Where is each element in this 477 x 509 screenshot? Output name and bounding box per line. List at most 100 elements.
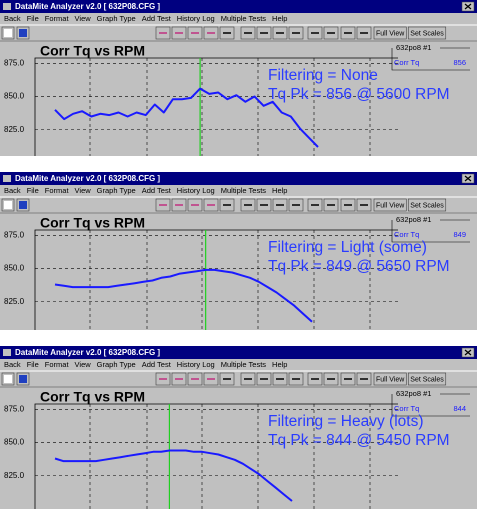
legend-frame xyxy=(391,47,470,71)
menu-item[interactable]: Graph Type xyxy=(97,186,136,195)
toolbar-text-button[interactable]: Set Scales xyxy=(407,198,447,212)
app-window: DataMite Analyzer v2.0 [ 632P08.CFG ] Bac… xyxy=(0,172,477,330)
annotation: Filtering = None xyxy=(268,67,378,84)
toolbar-text-button[interactable]: Full View xyxy=(373,198,407,212)
toolbar-icon xyxy=(4,29,12,37)
menu-item[interactable]: View xyxy=(75,186,92,195)
button-face xyxy=(373,26,407,40)
toolbar-icon xyxy=(4,201,12,209)
button-label: Set Scales xyxy=(410,30,444,37)
legend-title: 632po8 #1 xyxy=(396,389,431,398)
data-line xyxy=(54,87,319,148)
button-label: Set Scales xyxy=(410,202,444,209)
close-icon xyxy=(464,175,472,182)
window-title: DataMite Analyzer v2.0 [ 632P08.CFG ] xyxy=(15,174,160,183)
y-tick-label: 850.0 xyxy=(4,438,25,447)
menu-item[interactable]: Help xyxy=(272,186,287,195)
menu-item[interactable]: History Log xyxy=(177,186,215,195)
annotation: Tq Pk = 844 @ 5450 RPM xyxy=(268,432,450,449)
app-icon xyxy=(3,349,11,356)
y-tick-label: 825.0 xyxy=(4,471,25,480)
plot-frame xyxy=(34,229,398,330)
app-window: DataMite Analyzer v2.0 [ 632P08.CFG ] Bac… xyxy=(0,0,477,156)
y-tick-label: 875.0 xyxy=(4,230,25,239)
legend-entry: Corr Tq xyxy=(394,58,419,67)
menu-item[interactable]: Add Test xyxy=(142,360,172,369)
toolbar-text-button[interactable]: Set Scales xyxy=(407,26,447,40)
toolbar-text-button[interactable]: Full View xyxy=(373,372,407,386)
menu-item[interactable]: Multiple Tests xyxy=(221,14,267,23)
toolbar-text-button[interactable]: Set Scales xyxy=(407,372,447,386)
menu-item[interactable]: Graph Type xyxy=(97,14,136,23)
menu-item[interactable]: History Log xyxy=(177,360,215,369)
app-icon xyxy=(3,3,11,10)
annotation: Filtering = Light (some) xyxy=(268,239,427,256)
data-line xyxy=(54,449,293,502)
button-face xyxy=(373,198,407,212)
menu-item[interactable]: File xyxy=(27,360,39,369)
legend-entry: Corr Tq xyxy=(394,404,419,413)
app-icon xyxy=(3,175,11,182)
legend-value: 844 xyxy=(453,404,466,413)
legend-frame xyxy=(391,219,470,243)
toolbar-text-button[interactable]: Full View xyxy=(373,26,407,40)
menu-item[interactable]: Back xyxy=(4,186,21,195)
annotation: Tq Pk = 849 @ 5650 RPM xyxy=(268,258,450,275)
legend-title: 632po8 #1 xyxy=(396,215,431,224)
menu-item[interactable]: Add Test xyxy=(142,186,172,195)
button-label: Set Scales xyxy=(410,376,444,383)
window-bg xyxy=(0,172,477,330)
menu-item[interactable]: Back xyxy=(4,360,21,369)
menu-item[interactable]: Help xyxy=(272,14,287,23)
toolbar-icon xyxy=(19,201,27,209)
y-tick-label: 850.0 xyxy=(4,264,25,273)
title-bar xyxy=(0,172,477,185)
button-label: Full View xyxy=(376,376,405,383)
menu-item[interactable]: File xyxy=(27,186,39,195)
plot-frame xyxy=(34,57,398,156)
y-tick-label: 875.0 xyxy=(4,404,25,413)
menu-item[interactable]: Add Test xyxy=(142,14,172,23)
menu-item[interactable]: Format xyxy=(45,14,70,23)
toolbar-icon xyxy=(4,375,12,383)
y-tick-label: 875.0 xyxy=(4,58,25,67)
menu-item[interactable]: Graph Type xyxy=(97,360,136,369)
button-face xyxy=(407,198,447,212)
title-bar xyxy=(0,0,477,13)
legend-value: 856 xyxy=(453,58,466,67)
chart-title: Corr Tq vs RPM xyxy=(40,215,145,231)
window-title: DataMite Analyzer v2.0 [ 632P08.CFG ] xyxy=(15,348,160,357)
menu-item[interactable]: View xyxy=(75,14,92,23)
legend-title: 632po8 #1 xyxy=(396,43,431,52)
toolbar-icon xyxy=(19,375,27,383)
legend-value: 849 xyxy=(453,230,466,239)
chart-title: Corr Tq vs RPM xyxy=(40,389,145,405)
y-tick-label: 825.0 xyxy=(4,125,25,134)
button-face xyxy=(373,372,407,386)
annotation: Tq Pk = 856 @ 5600 RPM xyxy=(268,86,450,103)
menu-item[interactable]: File xyxy=(27,14,39,23)
toolbar-icon xyxy=(19,29,27,37)
menu-item[interactable]: Multiple Tests xyxy=(221,186,267,195)
button-label: Full View xyxy=(376,30,405,37)
menu-item[interactable]: Back xyxy=(4,14,21,23)
menu-item[interactable]: Help xyxy=(272,360,287,369)
window-bg xyxy=(0,0,477,156)
menu-item[interactable]: Multiple Tests xyxy=(221,360,267,369)
y-tick-label: 825.0 xyxy=(4,297,25,306)
annotation: Filtering = Heavy (lots) xyxy=(268,413,423,430)
button-label: Full View xyxy=(376,202,405,209)
menu-item[interactable]: Format xyxy=(45,360,70,369)
chart-title: Corr Tq vs RPM xyxy=(40,43,145,59)
menu-item[interactable]: Format xyxy=(45,186,70,195)
close-icon xyxy=(464,349,472,356)
menu-item[interactable]: View xyxy=(75,360,92,369)
close-icon xyxy=(464,3,472,10)
menu-item[interactable]: History Log xyxy=(177,14,215,23)
data-line xyxy=(54,268,313,323)
legend-entry: Corr Tq xyxy=(394,230,419,239)
app-window: DataMite Analyzer v2.0 [ 632P08.CFG ] Bac… xyxy=(0,346,477,509)
y-tick-label: 850.0 xyxy=(4,92,25,101)
title-bar xyxy=(0,346,477,359)
